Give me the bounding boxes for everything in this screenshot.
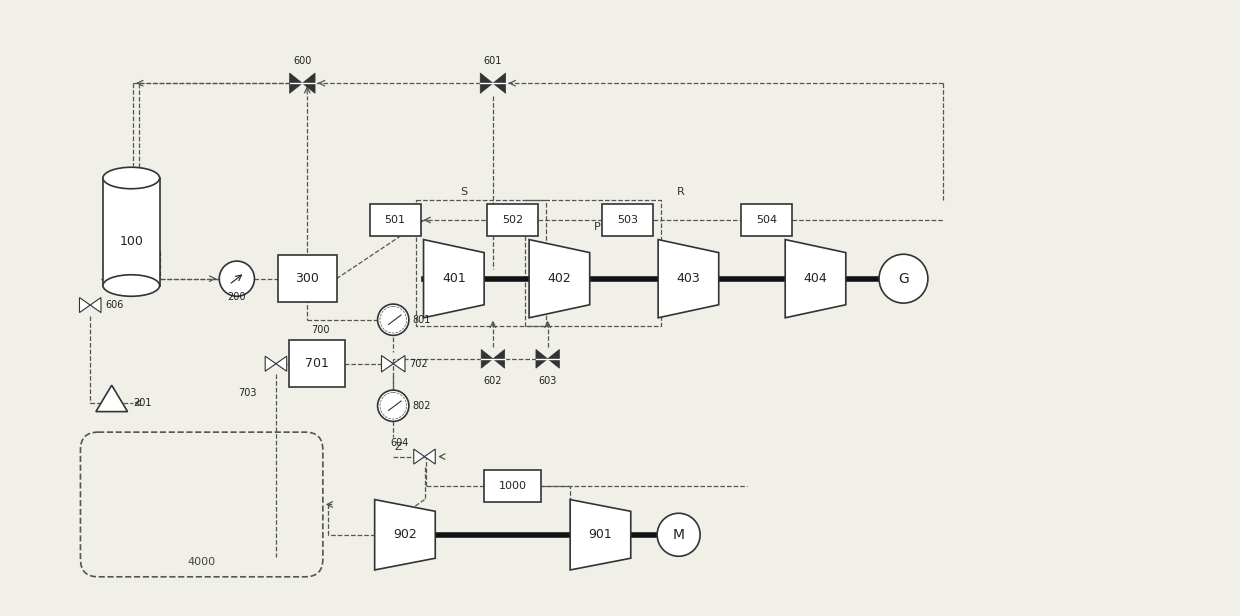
Text: S: S	[460, 187, 467, 197]
Text: 403: 403	[677, 272, 701, 285]
Polygon shape	[658, 240, 719, 318]
Text: 201: 201	[133, 398, 151, 408]
Polygon shape	[374, 500, 435, 570]
Polygon shape	[79, 298, 91, 312]
Text: 4000: 4000	[187, 557, 216, 567]
Polygon shape	[548, 349, 559, 368]
Polygon shape	[494, 73, 506, 94]
Ellipse shape	[103, 168, 160, 188]
Text: 1000: 1000	[498, 481, 527, 491]
Text: Z: Z	[394, 442, 402, 452]
Text: Q: Q	[489, 222, 497, 232]
Text: 700: 700	[311, 325, 330, 334]
Bar	[484, 470, 541, 501]
Text: 901: 901	[589, 529, 613, 541]
Polygon shape	[424, 449, 435, 464]
Polygon shape	[536, 349, 548, 368]
Text: 701: 701	[305, 357, 329, 370]
Text: 300: 300	[295, 272, 319, 285]
Text: M: M	[672, 528, 684, 541]
Polygon shape	[95, 385, 128, 411]
Text: 501: 501	[384, 215, 405, 225]
Text: 802: 802	[413, 401, 432, 411]
Text: 401: 401	[441, 272, 466, 285]
Polygon shape	[480, 73, 494, 94]
Bar	[603, 205, 653, 236]
Text: 601: 601	[484, 55, 502, 65]
Circle shape	[378, 304, 409, 335]
Text: 902: 902	[393, 529, 417, 541]
Text: 504: 504	[756, 215, 777, 225]
Polygon shape	[303, 73, 315, 94]
Circle shape	[378, 390, 409, 421]
Polygon shape	[393, 355, 405, 372]
Text: 801: 801	[413, 315, 432, 325]
Text: 703: 703	[238, 388, 257, 398]
Text: 603: 603	[538, 376, 557, 386]
Polygon shape	[91, 298, 100, 312]
Bar	[289, 340, 345, 387]
Polygon shape	[277, 356, 286, 371]
Text: 502: 502	[502, 215, 523, 225]
Polygon shape	[290, 73, 303, 94]
Text: 404: 404	[804, 272, 827, 285]
Circle shape	[657, 513, 701, 556]
Polygon shape	[785, 240, 846, 318]
Polygon shape	[570, 500, 631, 570]
Text: P: P	[594, 222, 600, 232]
Bar	[487, 205, 538, 236]
Text: 200: 200	[228, 292, 246, 302]
Polygon shape	[494, 349, 505, 368]
Text: 602: 602	[484, 376, 502, 386]
Polygon shape	[481, 349, 494, 368]
Text: 100: 100	[119, 235, 143, 248]
Polygon shape	[414, 449, 424, 464]
Bar	[370, 205, 420, 236]
Polygon shape	[529, 240, 590, 318]
Bar	[103, 178, 160, 286]
Circle shape	[879, 254, 928, 303]
Ellipse shape	[103, 275, 160, 296]
Polygon shape	[265, 356, 277, 371]
Bar	[278, 255, 336, 302]
Circle shape	[219, 261, 254, 296]
Text: 604: 604	[391, 438, 409, 448]
Polygon shape	[424, 240, 484, 318]
Text: 606: 606	[105, 300, 124, 310]
Bar	[742, 205, 792, 236]
Text: 600: 600	[293, 55, 311, 65]
Text: G: G	[898, 272, 909, 286]
Polygon shape	[382, 355, 393, 372]
Text: 503: 503	[618, 215, 639, 225]
Text: 702: 702	[409, 359, 428, 369]
Text: R: R	[677, 187, 684, 197]
Text: 402: 402	[548, 272, 572, 285]
